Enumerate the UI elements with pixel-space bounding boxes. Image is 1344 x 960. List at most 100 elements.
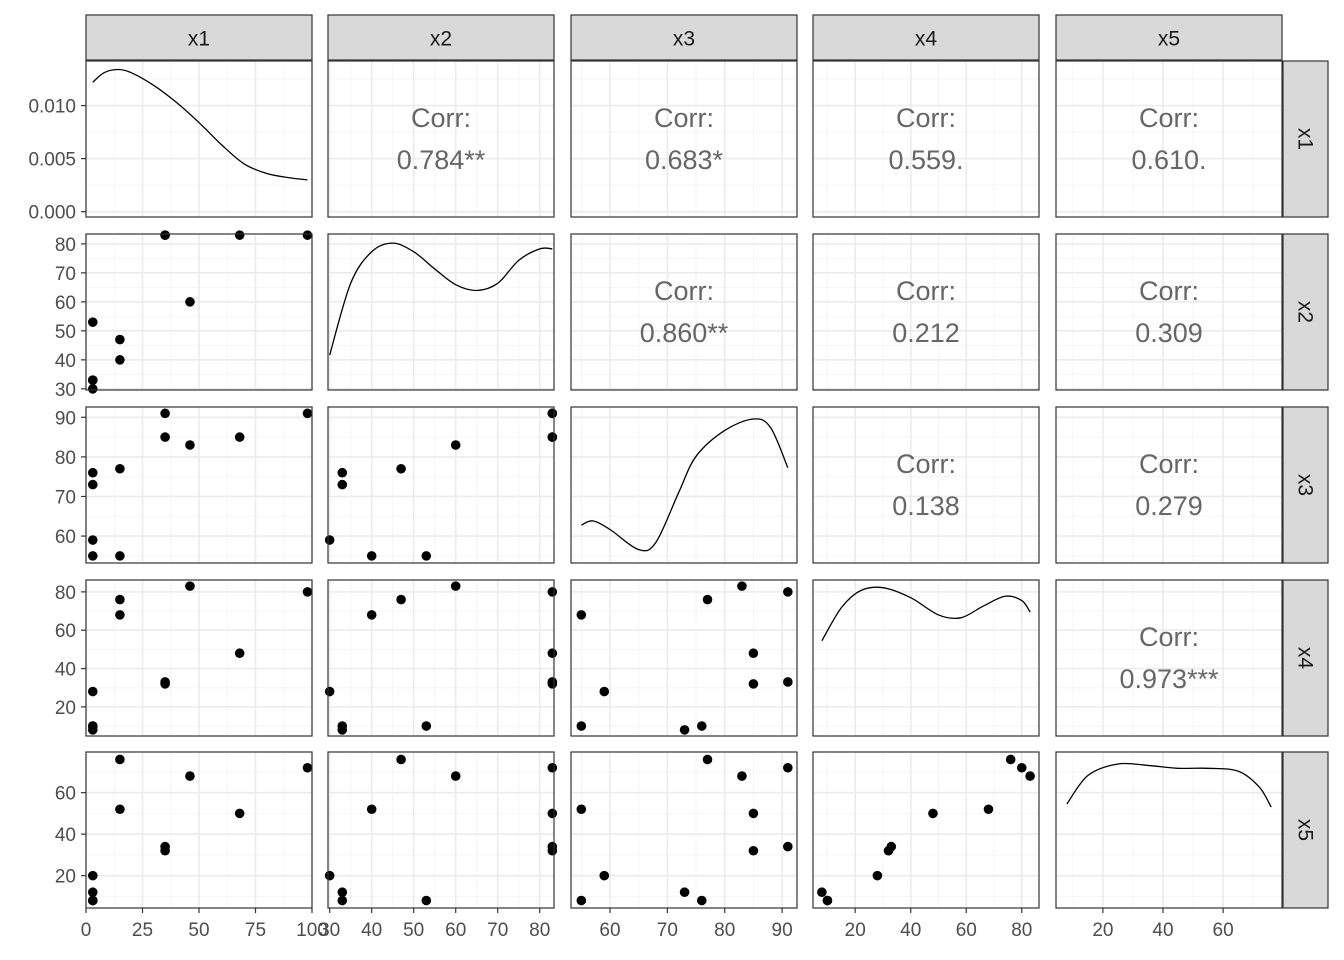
strip-right-x2: x2 (1282, 233, 1329, 391)
data-point (1025, 771, 1035, 781)
y-axis-x4: 20 40 60 80 (55, 583, 86, 719)
data-point (450, 581, 461, 591)
y-tick-label: 20 (55, 698, 76, 719)
data-point (302, 408, 313, 419)
data-point (576, 610, 587, 620)
data-point (696, 895, 707, 906)
x-tick-label: 30 (319, 920, 340, 941)
data-point (822, 895, 833, 906)
data-point (302, 762, 313, 773)
corr-title: Corr: (411, 103, 471, 133)
strip-top-x4: x4 (812, 14, 1040, 61)
data-point (160, 841, 170, 852)
data-point (337, 721, 348, 731)
panel-background (1056, 407, 1282, 563)
data-point (366, 610, 377, 620)
y-tick-label: 60 (55, 527, 76, 548)
corr-title: Corr: (654, 103, 714, 133)
panel-x5-x1 (85, 751, 313, 909)
panel-border (570, 406, 798, 564)
y-tick-label: 50 (55, 322, 76, 343)
data-point (396, 754, 406, 765)
y-tick-label: 60 (55, 621, 76, 642)
corr-title: Corr: (654, 276, 714, 306)
panel-x4-x3 (570, 579, 798, 737)
data-point (115, 804, 125, 815)
panel-border (1055, 751, 1283, 909)
y-tick-label: 90 (55, 408, 76, 429)
y-tick-label: 20 (55, 867, 76, 888)
panel-background (328, 407, 554, 563)
strip-right-label: x5 (1294, 819, 1317, 841)
y-tick-label: 70 (55, 487, 76, 508)
x-axis-x5: 20 40 60 (1092, 908, 1234, 941)
data-point (748, 679, 759, 689)
data-point (87, 551, 98, 561)
panel-border (327, 406, 555, 564)
data-point (783, 762, 793, 773)
panel-border (85, 60, 313, 218)
data-point (234, 230, 245, 240)
data-point (115, 754, 125, 765)
panel-border (327, 233, 555, 391)
strip-right-label: x2 (1294, 301, 1317, 323)
panel-border (812, 233, 1040, 391)
panel-border (812, 751, 1040, 909)
corr-value: 0.860** (640, 318, 729, 348)
strip-top-label: x1 (188, 28, 210, 51)
x-axis-x2: 30 40 50 60 70 80 (319, 908, 550, 941)
x-tick-label: 40 (361, 920, 382, 941)
panel-border (327, 579, 555, 737)
y-tick-label: 0.005 (28, 150, 76, 171)
density-line (821, 586, 1031, 642)
strip-right-box (1282, 406, 1329, 564)
data-point (87, 467, 98, 478)
data-point (450, 771, 461, 781)
data-point (115, 463, 125, 474)
panel-border (570, 60, 798, 218)
corr-title: Corr: (1139, 449, 1199, 479)
panel-background (813, 407, 1039, 563)
data-point (396, 463, 406, 474)
x-tick-label: 75 (245, 920, 266, 941)
data-point (599, 686, 610, 697)
data-point (115, 334, 125, 345)
data-point (185, 771, 195, 781)
strip-top-box (1055, 14, 1283, 61)
data-point (396, 594, 406, 605)
data-point (547, 587, 558, 597)
x-tick-label: 20 (845, 920, 866, 941)
x-tick-label: 60 (956, 920, 977, 941)
data-point (324, 535, 335, 545)
strip-top-x2: x2 (327, 14, 555, 61)
panel-border (570, 579, 798, 737)
corr-title: Corr: (1139, 276, 1199, 306)
data-point (421, 721, 432, 731)
panel-border (812, 60, 1040, 218)
y-tick-label: 80 (55, 235, 76, 256)
x-tick-label: 80 (529, 920, 550, 941)
panel-border (1055, 233, 1283, 391)
y-tick-label: 0.010 (28, 97, 76, 118)
y-axis-x5: 20 40 60 (55, 784, 86, 888)
panel-background (328, 752, 554, 908)
panel-x3-x2 (324, 406, 558, 564)
data-point (87, 686, 98, 697)
data-point (87, 870, 98, 881)
y-tick-label: 40 (55, 660, 76, 681)
corr-title: Corr: (1139, 622, 1199, 652)
corr-value: 0.683* (645, 145, 724, 175)
panel-x5-x5 (1055, 751, 1283, 909)
data-point (547, 841, 558, 852)
data-point (115, 551, 125, 561)
density-line (581, 418, 789, 552)
data-point (421, 895, 432, 906)
panel-x1-x2: Corr: 0.784** (327, 60, 555, 218)
data-point (599, 870, 610, 881)
strip-top-label: x5 (1158, 28, 1180, 51)
strip-top-x5: x5 (1055, 14, 1283, 61)
data-point (576, 721, 587, 731)
y-tick-label: 40 (55, 351, 76, 372)
strip-right-label: x4 (1294, 647, 1317, 670)
